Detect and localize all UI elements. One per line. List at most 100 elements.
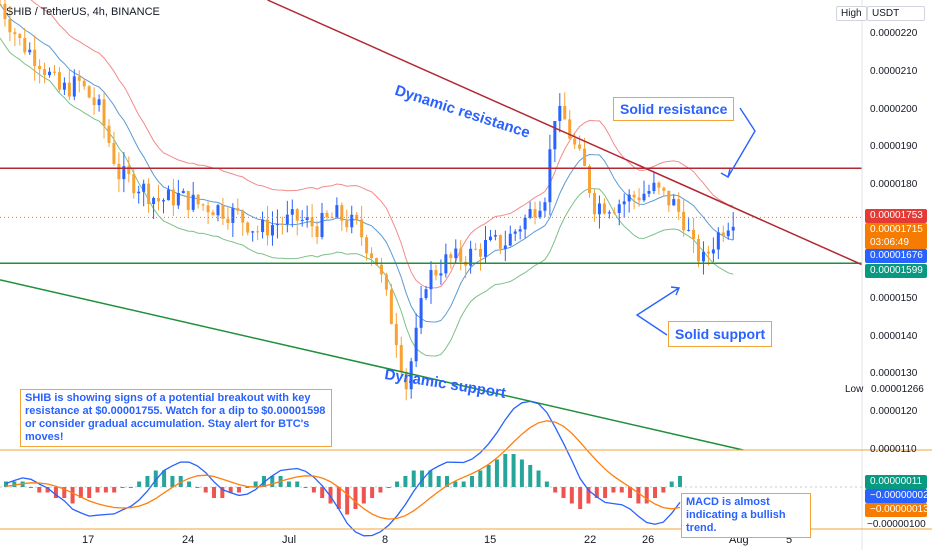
candle-body [548,149,552,203]
solid-support-label: Solid support [668,321,773,347]
candle-body [122,166,126,180]
macd-histogram-bar [370,487,375,498]
currency-selector[interactable]: USDT [867,6,925,21]
macd-histogram-bar [45,487,50,493]
candle-body [424,289,428,299]
resistance-price-tag: 0.00001753 [865,209,927,223]
candle-body [360,219,364,238]
macd-histogram-bar [220,487,225,498]
candle-body [612,212,616,214]
macd-histogram-bar [469,476,474,487]
macd-value-tag: 0.00000011 [865,475,927,489]
macd-histogram-bar [53,487,58,498]
candle-body [528,209,532,218]
macd-histogram-bar [128,487,133,488]
candle-body [523,217,527,230]
macd-histogram-bar [653,487,658,498]
bollinger-bands [0,0,734,357]
candle-body [469,248,473,266]
high-toggle[interactable]: High [836,6,867,21]
candle-body [573,138,577,145]
dynamic-support-line [0,279,744,451]
candle-body [157,197,161,202]
summary-note: SHIB is showing signs of a potential bre… [20,389,332,447]
candle-body [439,273,443,276]
candle-body [261,219,265,233]
candle-body [186,191,190,210]
low-value: 0.00001266 [871,384,924,395]
macd-histogram-bar [411,470,416,487]
candle-body [449,254,453,259]
candle-body [687,229,691,231]
histogram-value-tag: −0.00000013 [865,503,929,517]
candle-body [161,200,165,202]
macd-histogram-bar [303,487,308,488]
macd-line [5,400,681,537]
candle-body [483,240,487,257]
support-arrowhead [670,286,681,296]
candle-body [196,194,200,205]
candle-body [266,219,270,236]
candle-body [127,166,131,175]
candle-body [92,97,96,106]
macd-histogram-bar [187,481,192,487]
price-tick-label: 0.0000190 [870,141,918,153]
macd-histogram-bar [536,470,541,487]
time-tick-label: 17 [82,534,95,546]
time-tick-label: 26 [642,534,655,546]
candle-body [404,371,408,390]
candle-body [211,212,215,216]
macd-note: MACD is almost indicating a bullish tren… [681,493,811,538]
candle-body [226,218,230,223]
macd-histogram-bar [553,487,558,493]
macd-histogram-bar [162,470,167,487]
candle-body [107,125,111,143]
macd-histogram-bar [503,454,508,487]
candle-body [256,231,260,233]
candle-body [384,274,388,290]
candle-body [716,232,720,250]
candle-body [543,202,547,211]
macd-histogram-bar [378,487,383,493]
candle-body [23,38,27,53]
time-tick-label: 24 [182,534,195,546]
candle-body [711,249,715,254]
ma-price-tag: 0.00001676 [865,249,927,263]
candle-body [568,119,572,139]
macd-histogram-bar [611,487,616,493]
candle-body [201,204,205,206]
candle-body [721,232,725,237]
candle-body [206,205,210,213]
candle-body [315,226,319,238]
price-tick-label: 0.0000110 [870,444,917,455]
last-price-value: 0.00001715 [870,224,923,235]
candle-body [275,224,279,226]
signal-line [5,420,681,520]
candle-body [533,209,537,218]
candle-body [142,183,146,192]
candle-body [726,230,730,237]
candle-body [697,239,701,262]
candle-body [488,236,492,241]
macd-histogram-bar [594,487,599,498]
price-tick-label: 0.0000130 [870,368,918,380]
candle-body [434,270,438,276]
candle-body [231,208,235,223]
candle-body [389,289,393,324]
candle-body [498,235,502,249]
macd-histogram-bar [228,487,233,493]
candle-body [409,361,413,390]
candle-body [454,248,458,259]
candle-body [578,144,582,149]
candle-body [132,174,136,194]
candle-body [335,205,339,218]
candle-body [48,71,52,76]
candle-body [692,229,696,240]
candles [0,0,735,401]
macd-histogram-bar [253,481,258,487]
macd-histogram-bar [87,487,92,498]
signal-value-tag: −0.00000002 [865,489,929,503]
candle-body [632,194,636,198]
macd-histogram-bar [28,487,33,488]
